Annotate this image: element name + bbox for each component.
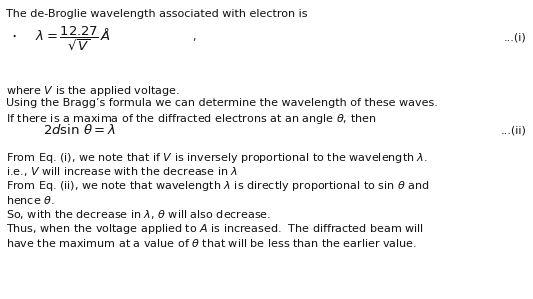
Text: have the maximum at a value of $\theta$ that will be less than the earlier value: have the maximum at a value of $\theta$ … <box>6 237 417 249</box>
Text: $2d\sin\,\theta=\lambda$: $2d\sin\,\theta=\lambda$ <box>43 123 116 137</box>
Text: So, with the decrease in $\lambda$, $\theta$ will also decrease.: So, with the decrease in $\lambda$, $\th… <box>6 208 272 221</box>
Text: From Eq. (i), we note that if $V$ is inversely proportional to the wavelength $\: From Eq. (i), we note that if $V$ is inv… <box>6 151 429 165</box>
Text: Thus, when the voltage applied to $A$ is increased.  The diffracted beam will: Thus, when the voltage applied to $A$ is… <box>6 222 424 237</box>
Text: From Eq. (ii), we note that wavelength $\lambda$ is directly proportional to sin: From Eq. (ii), we note that wavelength $… <box>6 179 430 193</box>
Text: The de-Broglie wavelength associated with electron is: The de-Broglie wavelength associated wit… <box>6 9 308 19</box>
Text: $\lambda = \dfrac{12.27}{\sqrt{V}}\,\AA$: $\lambda = \dfrac{12.27}{\sqrt{V}}\,\AA$ <box>35 25 110 53</box>
Text: Using the Bragg’s formula we can determine the wavelength of these waves.: Using the Bragg’s formula we can determi… <box>6 98 438 108</box>
Text: where $V$ is the applied voltage.: where $V$ is the applied voltage. <box>6 84 180 98</box>
Text: ,: , <box>192 32 196 42</box>
Text: i.e., $V$ will increase with the decrease in $\lambda$: i.e., $V$ will increase with the decreas… <box>6 165 239 178</box>
Text: hence $\theta$.: hence $\theta$. <box>6 194 55 206</box>
Text: $\cdot$: $\cdot$ <box>11 27 16 45</box>
Text: ...(ii): ...(ii) <box>500 125 527 135</box>
Text: If there is a maxima of the diffracted electrons at an angle $\theta$, then: If there is a maxima of the diffracted e… <box>6 112 377 126</box>
Text: ...(i): ...(i) <box>504 32 527 42</box>
